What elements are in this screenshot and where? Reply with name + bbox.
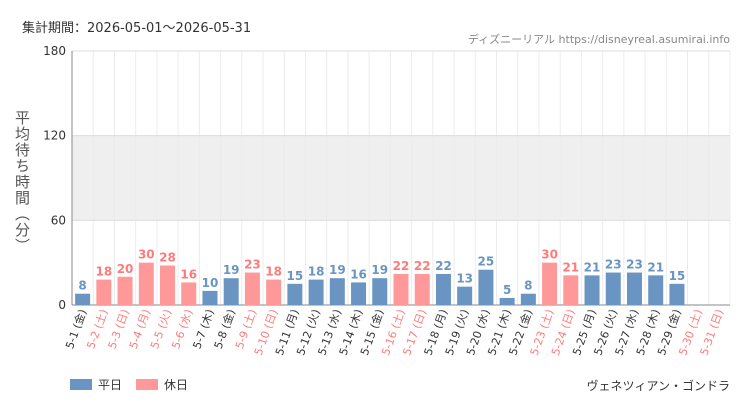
legend-swatch-holiday bbox=[136, 379, 159, 390]
bar-value-label: 8 bbox=[524, 279, 532, 293]
bar bbox=[626, 272, 642, 305]
credit-label: ディズニーリアル https://disneyreal.asumirai.inf… bbox=[467, 33, 730, 46]
bar-value-label: 13 bbox=[456, 272, 473, 286]
bar bbox=[160, 265, 176, 305]
bar bbox=[75, 293, 91, 305]
bar-value-label: 5 bbox=[503, 283, 511, 297]
legend-item-holiday: 休日 bbox=[136, 376, 188, 393]
bar bbox=[202, 290, 218, 305]
attraction-name: ヴェネツィアン・ゴンドラ bbox=[586, 379, 730, 393]
bar bbox=[372, 278, 388, 305]
bar bbox=[138, 262, 154, 305]
bar-value-label: 16 bbox=[350, 267, 367, 281]
bar-value-label: 22 bbox=[393, 259, 410, 273]
bar bbox=[414, 273, 430, 305]
bar bbox=[266, 279, 282, 305]
bar-value-label: 22 bbox=[414, 259, 431, 273]
bar bbox=[563, 275, 579, 305]
bar bbox=[605, 272, 621, 305]
legend-label-weekday: 平日 bbox=[98, 378, 123, 392]
bar bbox=[393, 273, 409, 305]
y-tick-label: 60 bbox=[51, 213, 66, 227]
bar-value-label: 18 bbox=[308, 265, 325, 279]
bar-value-label: 22 bbox=[435, 259, 452, 273]
bar bbox=[435, 273, 451, 305]
bar bbox=[181, 282, 197, 305]
bar-value-label: 30 bbox=[541, 248, 558, 262]
bar bbox=[584, 275, 600, 305]
legend-label-holiday: 休日 bbox=[164, 378, 189, 392]
bar bbox=[648, 275, 664, 305]
bar-value-label: 23 bbox=[244, 258, 261, 272]
bar-value-label: 8 bbox=[78, 279, 86, 293]
bar bbox=[244, 272, 260, 305]
bar-value-label: 18 bbox=[95, 265, 112, 279]
bar bbox=[457, 286, 473, 305]
bar-value-label: 19 bbox=[329, 263, 346, 277]
period-label: 集計期間：2026-05-01〜2026-05-31 bbox=[22, 21, 252, 36]
legend-item-weekday: 平日 bbox=[70, 376, 122, 393]
bar bbox=[478, 269, 494, 305]
bar-value-label: 20 bbox=[117, 262, 134, 276]
bar-value-label: 25 bbox=[478, 255, 495, 269]
bar-value-label: 23 bbox=[605, 258, 622, 272]
bar bbox=[669, 283, 685, 305]
y-tick-label: 0 bbox=[58, 298, 66, 312]
y-axis-label: 平均待ち時間（分） bbox=[13, 110, 31, 254]
bar bbox=[542, 262, 558, 305]
y-tick-label: 180 bbox=[43, 44, 66, 58]
legend: 平日 休日 bbox=[70, 376, 188, 393]
bar-value-label: 18 bbox=[265, 265, 282, 279]
bar-value-label: 21 bbox=[562, 260, 579, 274]
bar-value-label: 10 bbox=[202, 276, 219, 290]
bar bbox=[96, 279, 112, 305]
bar bbox=[499, 297, 515, 305]
bar-value-label: 21 bbox=[647, 260, 664, 274]
bar bbox=[117, 276, 133, 305]
bar bbox=[287, 283, 303, 305]
bar-value-label: 21 bbox=[584, 260, 601, 274]
bar bbox=[520, 293, 536, 305]
legend-swatch-weekday bbox=[70, 379, 92, 390]
bar bbox=[351, 282, 367, 305]
bar-value-label: 15 bbox=[287, 269, 304, 283]
bar-value-label: 28 bbox=[159, 250, 176, 264]
bar-value-label: 16 bbox=[180, 267, 197, 281]
y-tick-label: 120 bbox=[43, 129, 66, 143]
bar-value-label: 23 bbox=[626, 258, 643, 272]
bar-value-label: 19 bbox=[371, 263, 388, 277]
bar bbox=[308, 279, 324, 305]
bar-value-label: 15 bbox=[669, 269, 686, 283]
bar bbox=[329, 278, 345, 305]
bar-value-label: 19 bbox=[223, 263, 240, 277]
band-area bbox=[72, 135, 730, 221]
bar-value-label: 30 bbox=[138, 248, 155, 262]
bar bbox=[223, 278, 239, 305]
